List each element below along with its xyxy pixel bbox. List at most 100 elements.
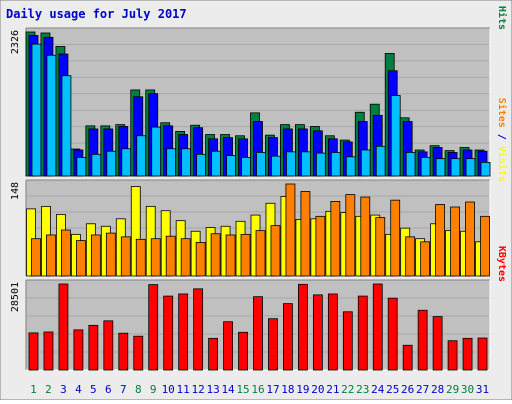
x-tick-label: 9: [150, 383, 157, 396]
bar-sites-day-7: [120, 236, 131, 277]
x-tick-label: 29: [446, 383, 459, 396]
bar-pages-day-29: [450, 158, 461, 177]
x-tick-label: 10: [162, 383, 175, 396]
x-tick-label: 3: [60, 383, 67, 396]
bar-sites-day-30: [465, 201, 475, 277]
bar-sites-day-21: [330, 201, 341, 277]
bar-kbytes-day-2: [43, 331, 54, 371]
bar-pages-day-9: [151, 126, 162, 177]
panel-visits: 148 Sites / Visits: [10, 98, 508, 277]
bar-pages-day-2: [46, 54, 57, 177]
bar-sites-day-19: [300, 191, 311, 277]
bar-kbytes-day-14: [223, 321, 233, 371]
bar-kbytes-day-22: [342, 311, 353, 371]
bar-pages-day-10: [166, 148, 177, 177]
x-tick-label: 16: [251, 383, 264, 396]
x-tick-label: 12: [192, 383, 205, 396]
axis-label-part: Sites: [496, 98, 508, 128]
bar-kbytes-day-4: [73, 329, 84, 371]
bar-pages-day-6: [106, 150, 117, 177]
x-tick-label: 22: [341, 383, 354, 396]
x-tick-label: 26: [401, 383, 414, 396]
bar-kbytes-day-25: [387, 297, 398, 371]
bar-sites-day-12: [195, 242, 206, 277]
bar-pages-day-19: [301, 151, 311, 177]
bar-sites-day-24: [375, 217, 386, 277]
y-max-label: 148: [10, 182, 21, 200]
bar-kbytes-day-3: [58, 283, 69, 371]
bar-pages-day-23: [360, 149, 371, 177]
x-tick-label: 8: [135, 383, 142, 396]
x-tick-label: 13: [206, 383, 219, 396]
bar-kbytes-day-27: [417, 309, 428, 371]
x-tick-label: 7: [120, 383, 127, 396]
bar-sites-day-25: [390, 199, 401, 277]
bar-kbytes-day-29: [447, 340, 458, 371]
bar-visits-day-8: [130, 186, 141, 277]
x-axis-labels: 1 2 3 4 5 6 7 8 9 10 11 12 13 14 15 16 17 18 19 20 21 22 23 24 2…: [30, 383, 489, 396]
bar-pages-day-28: [435, 158, 446, 177]
x-tick-label: 1: [30, 383, 37, 396]
bar-sites-day-6: [105, 232, 116, 277]
x-tick-label: 25: [386, 383, 399, 396]
bar-kbytes-day-28: [432, 316, 443, 371]
x-tick-label: 18: [281, 383, 294, 396]
bar-sites-day-11: [180, 238, 191, 277]
bar-sites-day-26: [405, 236, 416, 277]
bar-kbytes-day-10: [163, 295, 174, 371]
bar-pages-day-4: [76, 157, 87, 177]
bar-kbytes-day-31: [477, 337, 488, 371]
bar-pages-day-1: [31, 43, 42, 177]
bar-sites-day-15: [240, 233, 251, 277]
bar-pages-day-31: [480, 161, 491, 177]
bar-sites-day-14: [225, 234, 236, 277]
x-tick-label: 5: [90, 383, 97, 396]
bar-kbytes-day-23: [357, 295, 368, 371]
axis-label-part: Visits: [496, 146, 508, 182]
bar-pages-day-30: [465, 158, 476, 177]
x-tick-label: 6: [105, 383, 112, 396]
bar-kbytes-day-7: [118, 332, 129, 371]
bar-kbytes-day-26: [402, 344, 413, 371]
axis-label-part: Hits: [496, 6, 508, 30]
x-tick-label: 28: [431, 383, 444, 396]
bar-pages-day-17: [271, 155, 281, 177]
x-tick-label: 2: [45, 383, 52, 396]
bar-kbytes-day-21: [327, 293, 338, 371]
bar-sites-day-13: [210, 233, 221, 277]
y-max-label: 28501: [10, 282, 21, 312]
bar-sites-day-22: [345, 194, 356, 277]
bar-sites-day-31: [480, 215, 490, 277]
bar-pages-day-25: [390, 95, 401, 177]
x-tick-label: 11: [177, 383, 190, 396]
bar-pages-day-13: [211, 150, 221, 177]
bar-sites-day-8: [135, 238, 146, 277]
bar-kbytes-day-1: [28, 332, 39, 371]
bar-pages-day-20: [315, 152, 326, 177]
x-tick-label: 27: [416, 383, 429, 396]
x-tick-label: 14: [221, 383, 235, 396]
bar-pages-day-3: [61, 75, 72, 177]
axis-label-hits: Pages / Files / Hits: [496, 0, 508, 30]
axis-label-part: KBytes: [496, 246, 507, 282]
bar-sites-day-29: [450, 206, 460, 277]
bar-kbytes-day-18: [283, 303, 293, 371]
chart-title: Daily usage for July 2017: [6, 7, 187, 21]
bar-kbytes-day-16: [253, 296, 263, 371]
bar-sites-day-3: [61, 229, 71, 277]
bar-kbytes-day-11: [178, 293, 189, 371]
bar-kbytes-day-12: [193, 288, 204, 371]
y-max-label: 2326: [10, 30, 21, 54]
x-tick-label: 23: [356, 383, 369, 396]
bar-sites-day-1: [31, 238, 41, 277]
bar-kbytes-day-8: [133, 335, 144, 371]
bar-sites-day-20: [315, 215, 326, 277]
axis-label-part: /: [496, 0, 507, 6]
bar-pages-day-27: [420, 157, 431, 177]
bar-kbytes-day-9: [148, 284, 159, 371]
axis-label-visits: Sites / Visits: [496, 98, 508, 182]
bar-sites-day-17: [270, 225, 281, 277]
x-tick-label: 31: [476, 383, 489, 396]
